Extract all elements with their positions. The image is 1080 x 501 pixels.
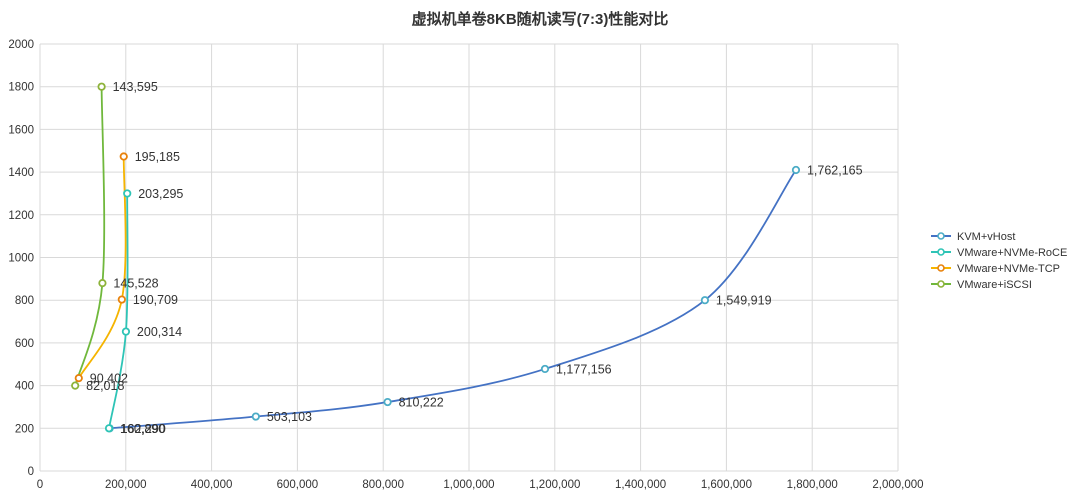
y-tick-label: 1200 bbox=[8, 210, 34, 222]
legend-swatch-marker bbox=[937, 264, 945, 272]
y-tick-label: 600 bbox=[15, 338, 34, 350]
data-point-marker bbox=[117, 295, 126, 304]
data-point-marker bbox=[71, 381, 80, 390]
data-point-marker bbox=[383, 397, 392, 407]
data-label: 82,018 bbox=[86, 379, 124, 393]
data-point-marker bbox=[121, 327, 131, 336]
x-tick-label: 0 bbox=[37, 479, 43, 491]
y-tick-label: 1400 bbox=[8, 167, 34, 179]
x-tick-label: 1,800,000 bbox=[787, 479, 838, 491]
data-point-marker bbox=[98, 279, 107, 288]
data-point-marker bbox=[791, 165, 801, 175]
y-tick-label: 0 bbox=[28, 466, 34, 478]
y-tick-label: 1800 bbox=[8, 82, 34, 94]
data-label: 810,222 bbox=[399, 396, 444, 410]
legend-entry: VMware+NVMe-RoCE bbox=[957, 247, 1067, 259]
data-label: 143,595 bbox=[113, 80, 158, 94]
y-tick-label: 2000 bbox=[8, 39, 34, 51]
legend-swatch-marker bbox=[937, 280, 945, 288]
y-tick-label: 800 bbox=[15, 295, 34, 307]
y-tick-label: 1000 bbox=[8, 253, 34, 265]
x-tick-label: 200,000 bbox=[105, 479, 147, 491]
data-label: 190,709 bbox=[133, 293, 178, 307]
series-layer bbox=[71, 82, 801, 433]
chart-title: 虚拟机单卷8KB随机读写(7:3)性能对比 bbox=[412, 10, 669, 28]
data-label: 203,295 bbox=[138, 187, 183, 201]
y-tick-label: 400 bbox=[15, 381, 34, 393]
legend-entry: VMware+iSCSI bbox=[957, 279, 1032, 291]
data-label: 90,402 bbox=[90, 372, 128, 386]
x-tick-label: 2,000,000 bbox=[872, 479, 923, 491]
legend-swatch-marker bbox=[937, 232, 945, 240]
series-line-0 bbox=[109, 169, 797, 430]
grid-layer bbox=[39, 43, 899, 472]
data-label-layer: 162,290 503,103 810,222 1,177,156 1,549,919 1… bbox=[86, 80, 862, 436]
x-tick-label: 600,000 bbox=[277, 479, 319, 491]
legend-swatch-marker bbox=[937, 248, 945, 256]
x-tick-label: 800,000 bbox=[362, 479, 404, 491]
data-label: 145,528 bbox=[113, 277, 158, 291]
data-point-marker bbox=[97, 82, 106, 91]
data-label: 1,549,919 bbox=[716, 294, 772, 308]
data-label: 1,177,156 bbox=[556, 362, 612, 376]
data-label: 195,185 bbox=[135, 150, 180, 164]
data-point-marker bbox=[123, 189, 132, 198]
data-label: 200,314 bbox=[137, 325, 182, 339]
series-line-2 bbox=[77, 156, 127, 379]
data-point-marker bbox=[251, 412, 260, 421]
data-label: 1,762,165 bbox=[807, 163, 863, 177]
data-point-marker bbox=[700, 296, 710, 305]
y-tick-label: 200 bbox=[15, 423, 34, 435]
x-tick-label: 400,000 bbox=[191, 479, 233, 491]
legend-entry: KVM+vHost bbox=[957, 231, 1015, 243]
data-point-marker bbox=[104, 424, 114, 433]
data-point-marker bbox=[119, 152, 128, 161]
data-point-marker bbox=[540, 364, 550, 374]
x-tick-label: 1,600,000 bbox=[701, 479, 752, 491]
x-tick-label: 1,400,000 bbox=[615, 479, 666, 491]
axis-layer: 0 200 400 600 800 1000 1200 1400 1600 1800 2000 0 20… bbox=[8, 39, 923, 491]
data-label: 503,103 bbox=[267, 410, 312, 424]
legend-entry: VMware+NVMe-TCP bbox=[957, 263, 1060, 275]
x-tick-label: 1,200,000 bbox=[529, 479, 580, 491]
x-tick-label: 1,000,000 bbox=[443, 479, 494, 491]
data-point-marker bbox=[74, 374, 83, 383]
series-line-3 bbox=[74, 86, 106, 386]
data-label: 162,290 bbox=[121, 422, 166, 436]
y-tick-label: 1600 bbox=[8, 124, 34, 136]
legend: KVM+vHost VMware+NVMe-RoCE VMware+NVMe-TCP… bbox=[931, 231, 1067, 291]
data-label: 160,890 bbox=[120, 422, 165, 436]
